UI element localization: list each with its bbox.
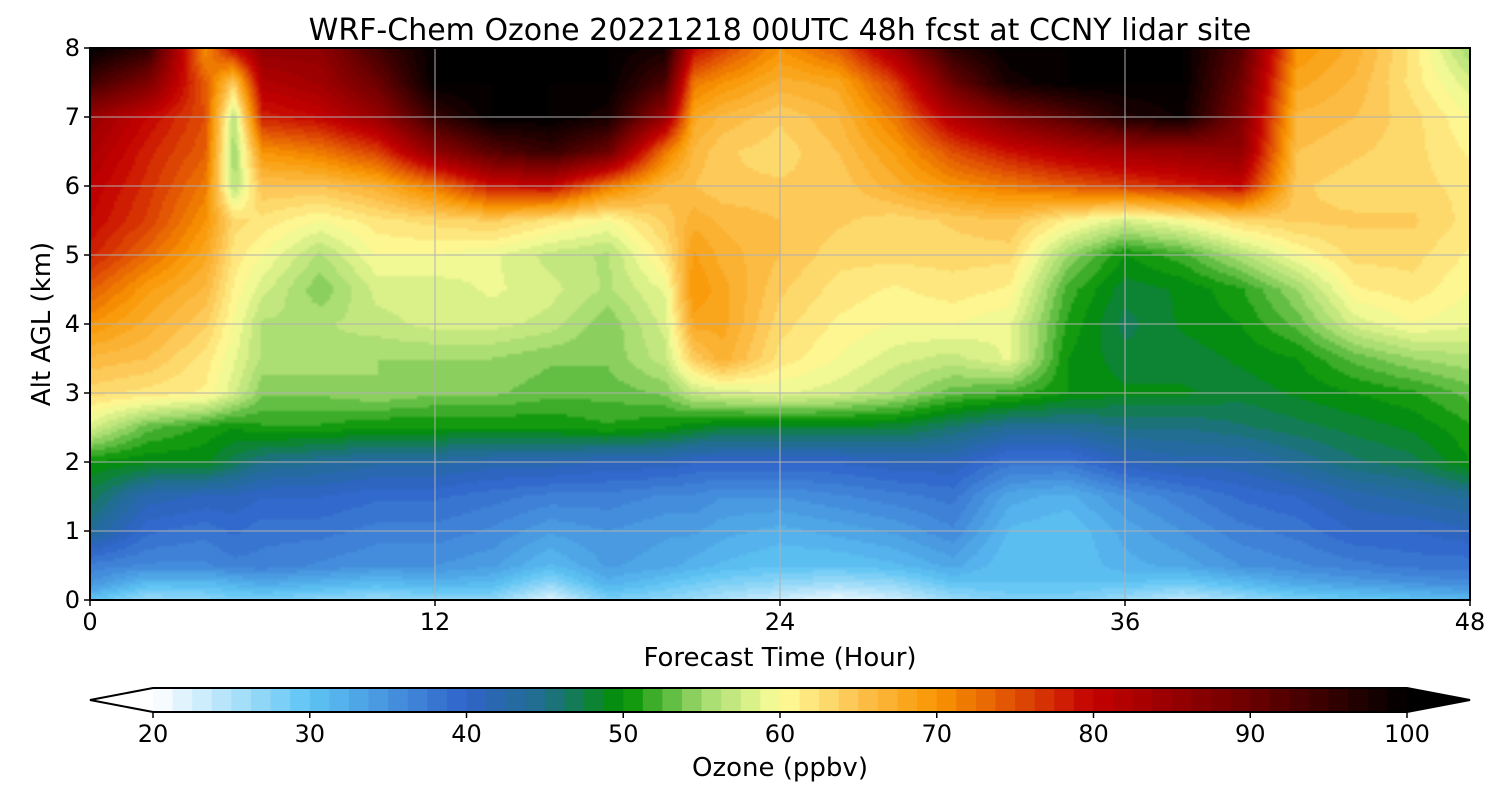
colorbar-segment — [682, 688, 703, 712]
x-tick-label: 36 — [1110, 608, 1141, 636]
colorbar-ticks: 20 30 40 50 60 70 80 90 100 — [138, 712, 1430, 748]
y-tick-label: 0 — [65, 586, 80, 614]
colorbar-segment — [877, 688, 899, 712]
colorbar-segment — [760, 688, 781, 712]
x-axis: 0 12 24 36 48 — [82, 600, 1485, 636]
colorbar-segment — [1132, 688, 1153, 712]
y-tick-label: 6 — [65, 172, 80, 200]
colorbar-segment — [1269, 688, 1291, 712]
colorbar-tick-label: 30 — [294, 720, 325, 748]
colorbar-segment — [1211, 688, 1232, 712]
colorbar-segment — [329, 688, 350, 712]
colorbar-segment — [1152, 688, 1173, 712]
colorbar-segment — [446, 688, 468, 712]
colorbar-segment — [564, 688, 585, 712]
colorbar-extend-high — [1407, 688, 1470, 712]
colorbar-segment — [662, 688, 683, 712]
colorbar-segment — [250, 688, 272, 712]
colorbar-segment — [799, 688, 820, 712]
colorbar-tick-label: 20 — [138, 720, 169, 748]
colorbar-segment — [897, 688, 918, 712]
colorbar-segment — [1250, 688, 1271, 712]
colorbar-segment — [858, 688, 879, 712]
colorbar-segment — [936, 688, 957, 712]
colorbar-segment — [348, 688, 370, 712]
colorbar-tick-label: 40 — [451, 720, 482, 748]
colorbar-segment — [819, 688, 840, 712]
colorbar-segment — [505, 688, 526, 712]
plot-area — [89, 47, 1471, 601]
colorbar-tick-label: 50 — [608, 720, 639, 748]
x-tick-label: 48 — [1455, 608, 1486, 636]
colorbar-segment — [838, 688, 859, 712]
colorbar-segment — [466, 688, 487, 712]
colorbar-segment — [1015, 688, 1036, 712]
colorbar-segment — [368, 688, 389, 712]
y-tick-label: 7 — [65, 103, 80, 131]
colorbar-segment — [1387, 688, 1408, 712]
colorbar-tick-label: 60 — [765, 720, 796, 748]
y-tick-label: 3 — [65, 379, 80, 407]
x-tick-label: 0 — [82, 608, 97, 636]
colorbar-segment — [290, 688, 311, 712]
colorbar-segment — [1113, 688, 1134, 712]
colorbar-segment — [975, 688, 997, 712]
colorbar-segment — [270, 688, 291, 712]
colorbar-segment — [1073, 688, 1095, 712]
colorbar-segment — [153, 688, 174, 712]
y-tick-label: 5 — [65, 241, 80, 269]
colorbar-segment — [1093, 688, 1114, 712]
colorbar-segment — [407, 688, 428, 712]
x-tick-label: 24 — [765, 608, 796, 636]
y-axis: 0 1 2 3 4 5 6 7 8 — [65, 34, 90, 614]
colorbar-segment — [1289, 688, 1310, 712]
colorbar-segment — [525, 688, 546, 712]
colorbar-segment — [1367, 688, 1389, 712]
colorbar-tick-label: 80 — [1078, 720, 1109, 748]
colorbar-segment — [1171, 688, 1193, 712]
colorbar-segment — [1348, 688, 1369, 712]
y-tick-label: 4 — [65, 310, 80, 338]
colorbar-segment — [309, 688, 330, 712]
colorbar-segment — [623, 688, 644, 712]
colorbar-segment — [231, 688, 252, 712]
colorbar-segment — [721, 688, 742, 712]
colorbar-tick-label: 70 — [921, 720, 952, 748]
colorbar-segment — [1230, 688, 1251, 712]
colorbar-segment — [642, 688, 664, 712]
colorbar-label: Ozone (ppbv) — [692, 753, 868, 783]
colorbar-segment — [603, 688, 624, 712]
colorbar — [89, 687, 1471, 713]
colorbar-segment — [995, 688, 1016, 712]
colorbar-segment — [1034, 688, 1055, 712]
chart-title: WRF-Chem Ozone 20221218 00UTC 48h fcst a… — [309, 13, 1252, 48]
y-tick-label: 1 — [65, 517, 80, 545]
colorbar-extend-low — [90, 688, 153, 712]
colorbar-segment — [211, 688, 232, 712]
colorbar-segment — [701, 688, 722, 712]
x-tick-label: 12 — [420, 608, 451, 636]
colorbar-segment — [192, 688, 213, 712]
colorbar-segment — [1309, 688, 1330, 712]
colorbar-segment — [172, 688, 193, 712]
colorbar-segment — [584, 688, 605, 712]
colorbar-segment — [956, 688, 977, 712]
colorbar-segment — [427, 688, 448, 712]
colorbar-segment — [740, 688, 762, 712]
colorbar-segment — [917, 688, 938, 712]
colorbar-segment — [544, 688, 566, 712]
y-tick-label: 8 — [65, 34, 80, 62]
colorbar-segment — [388, 688, 409, 712]
colorbar-segment — [1328, 688, 1349, 712]
colorbar-segment — [1191, 688, 1212, 712]
colorbar-tick-label: 90 — [1235, 720, 1266, 748]
x-axis-label: Forecast Time (Hour) — [643, 643, 916, 673]
y-axis-label: Alt AGL (km) — [27, 242, 57, 406]
colorbar-segment — [1054, 688, 1075, 712]
y-tick-label: 2 — [65, 448, 80, 476]
colorbar-segment — [780, 688, 801, 712]
colorbar-tick-label: 100 — [1384, 720, 1430, 748]
colorbar-segment — [486, 688, 507, 712]
